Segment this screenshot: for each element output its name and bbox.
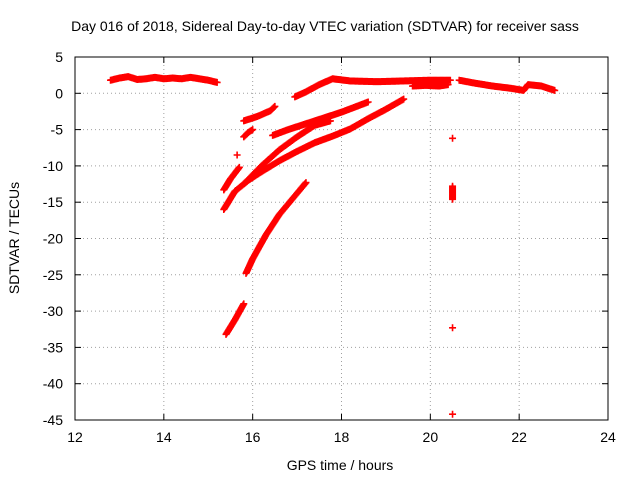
- y-tick-label: -35: [43, 339, 63, 355]
- y-tick-label: -15: [43, 194, 63, 210]
- series-7: [240, 126, 257, 141]
- data-point: [551, 86, 559, 94]
- data-point: [400, 95, 408, 103]
- data-point: [449, 195, 457, 203]
- y-tick-label: -45: [43, 412, 63, 428]
- data-point: [240, 300, 248, 308]
- y-tick-label: -5: [51, 122, 64, 138]
- data-point: [302, 179, 310, 187]
- x-tick-label: 20: [423, 429, 439, 445]
- data-point: [449, 134, 457, 142]
- data-layer: [107, 73, 559, 418]
- x-tick-label: 18: [334, 429, 350, 445]
- data-point: [249, 126, 257, 134]
- series-3: [222, 300, 248, 338]
- x-tick-label: 22: [511, 429, 527, 445]
- series-10: [291, 75, 454, 101]
- data-point: [444, 81, 452, 89]
- data-point: [213, 78, 221, 86]
- y-tick-label: -40: [43, 376, 63, 392]
- series-0: [107, 73, 221, 86]
- x-tick-label: 14: [156, 429, 172, 445]
- x-tick-label: 12: [67, 429, 83, 445]
- data-point: [271, 102, 279, 110]
- series-6: [269, 98, 372, 139]
- series-8: [240, 102, 279, 125]
- x-tick-label: 24: [600, 429, 616, 445]
- data-point: [449, 410, 457, 418]
- data-point: [235, 163, 243, 171]
- data-point: [270, 103, 278, 111]
- series-12: [449, 134, 457, 418]
- y-tick-label: -20: [43, 231, 63, 247]
- chart-title: Day 016 of 2018, Sidereal Day-to-day VTE…: [71, 18, 579, 34]
- y-axis-label: SDTVAR / TECUs: [6, 182, 22, 294]
- y-tick-label: -10: [43, 158, 63, 174]
- series-11: [409, 81, 452, 90]
- x-tick-label: 16: [245, 429, 261, 445]
- tick-layer: 12 14 16 18 20 22 24 5 0 -5 -10 -15 -20 -25 -30 -35 -40 -…: [43, 49, 616, 445]
- data-point: [364, 98, 372, 106]
- y-tick-label: -25: [43, 267, 63, 283]
- y-tick-label: 5: [55, 49, 63, 65]
- series-1: [220, 163, 243, 194]
- y-tick-label: 0: [55, 85, 63, 101]
- data-point: [233, 151, 241, 159]
- series-5: [240, 117, 334, 188]
- y-tick-label: -30: [43, 303, 63, 319]
- data-point: [449, 324, 457, 332]
- x-axis-label: GPS time / hours: [287, 457, 394, 473]
- series-9: [233, 151, 241, 159]
- data-point: [446, 76, 454, 84]
- series-13: [455, 76, 559, 94]
- series-4: [242, 179, 310, 277]
- grid-layer: [75, 57, 608, 420]
